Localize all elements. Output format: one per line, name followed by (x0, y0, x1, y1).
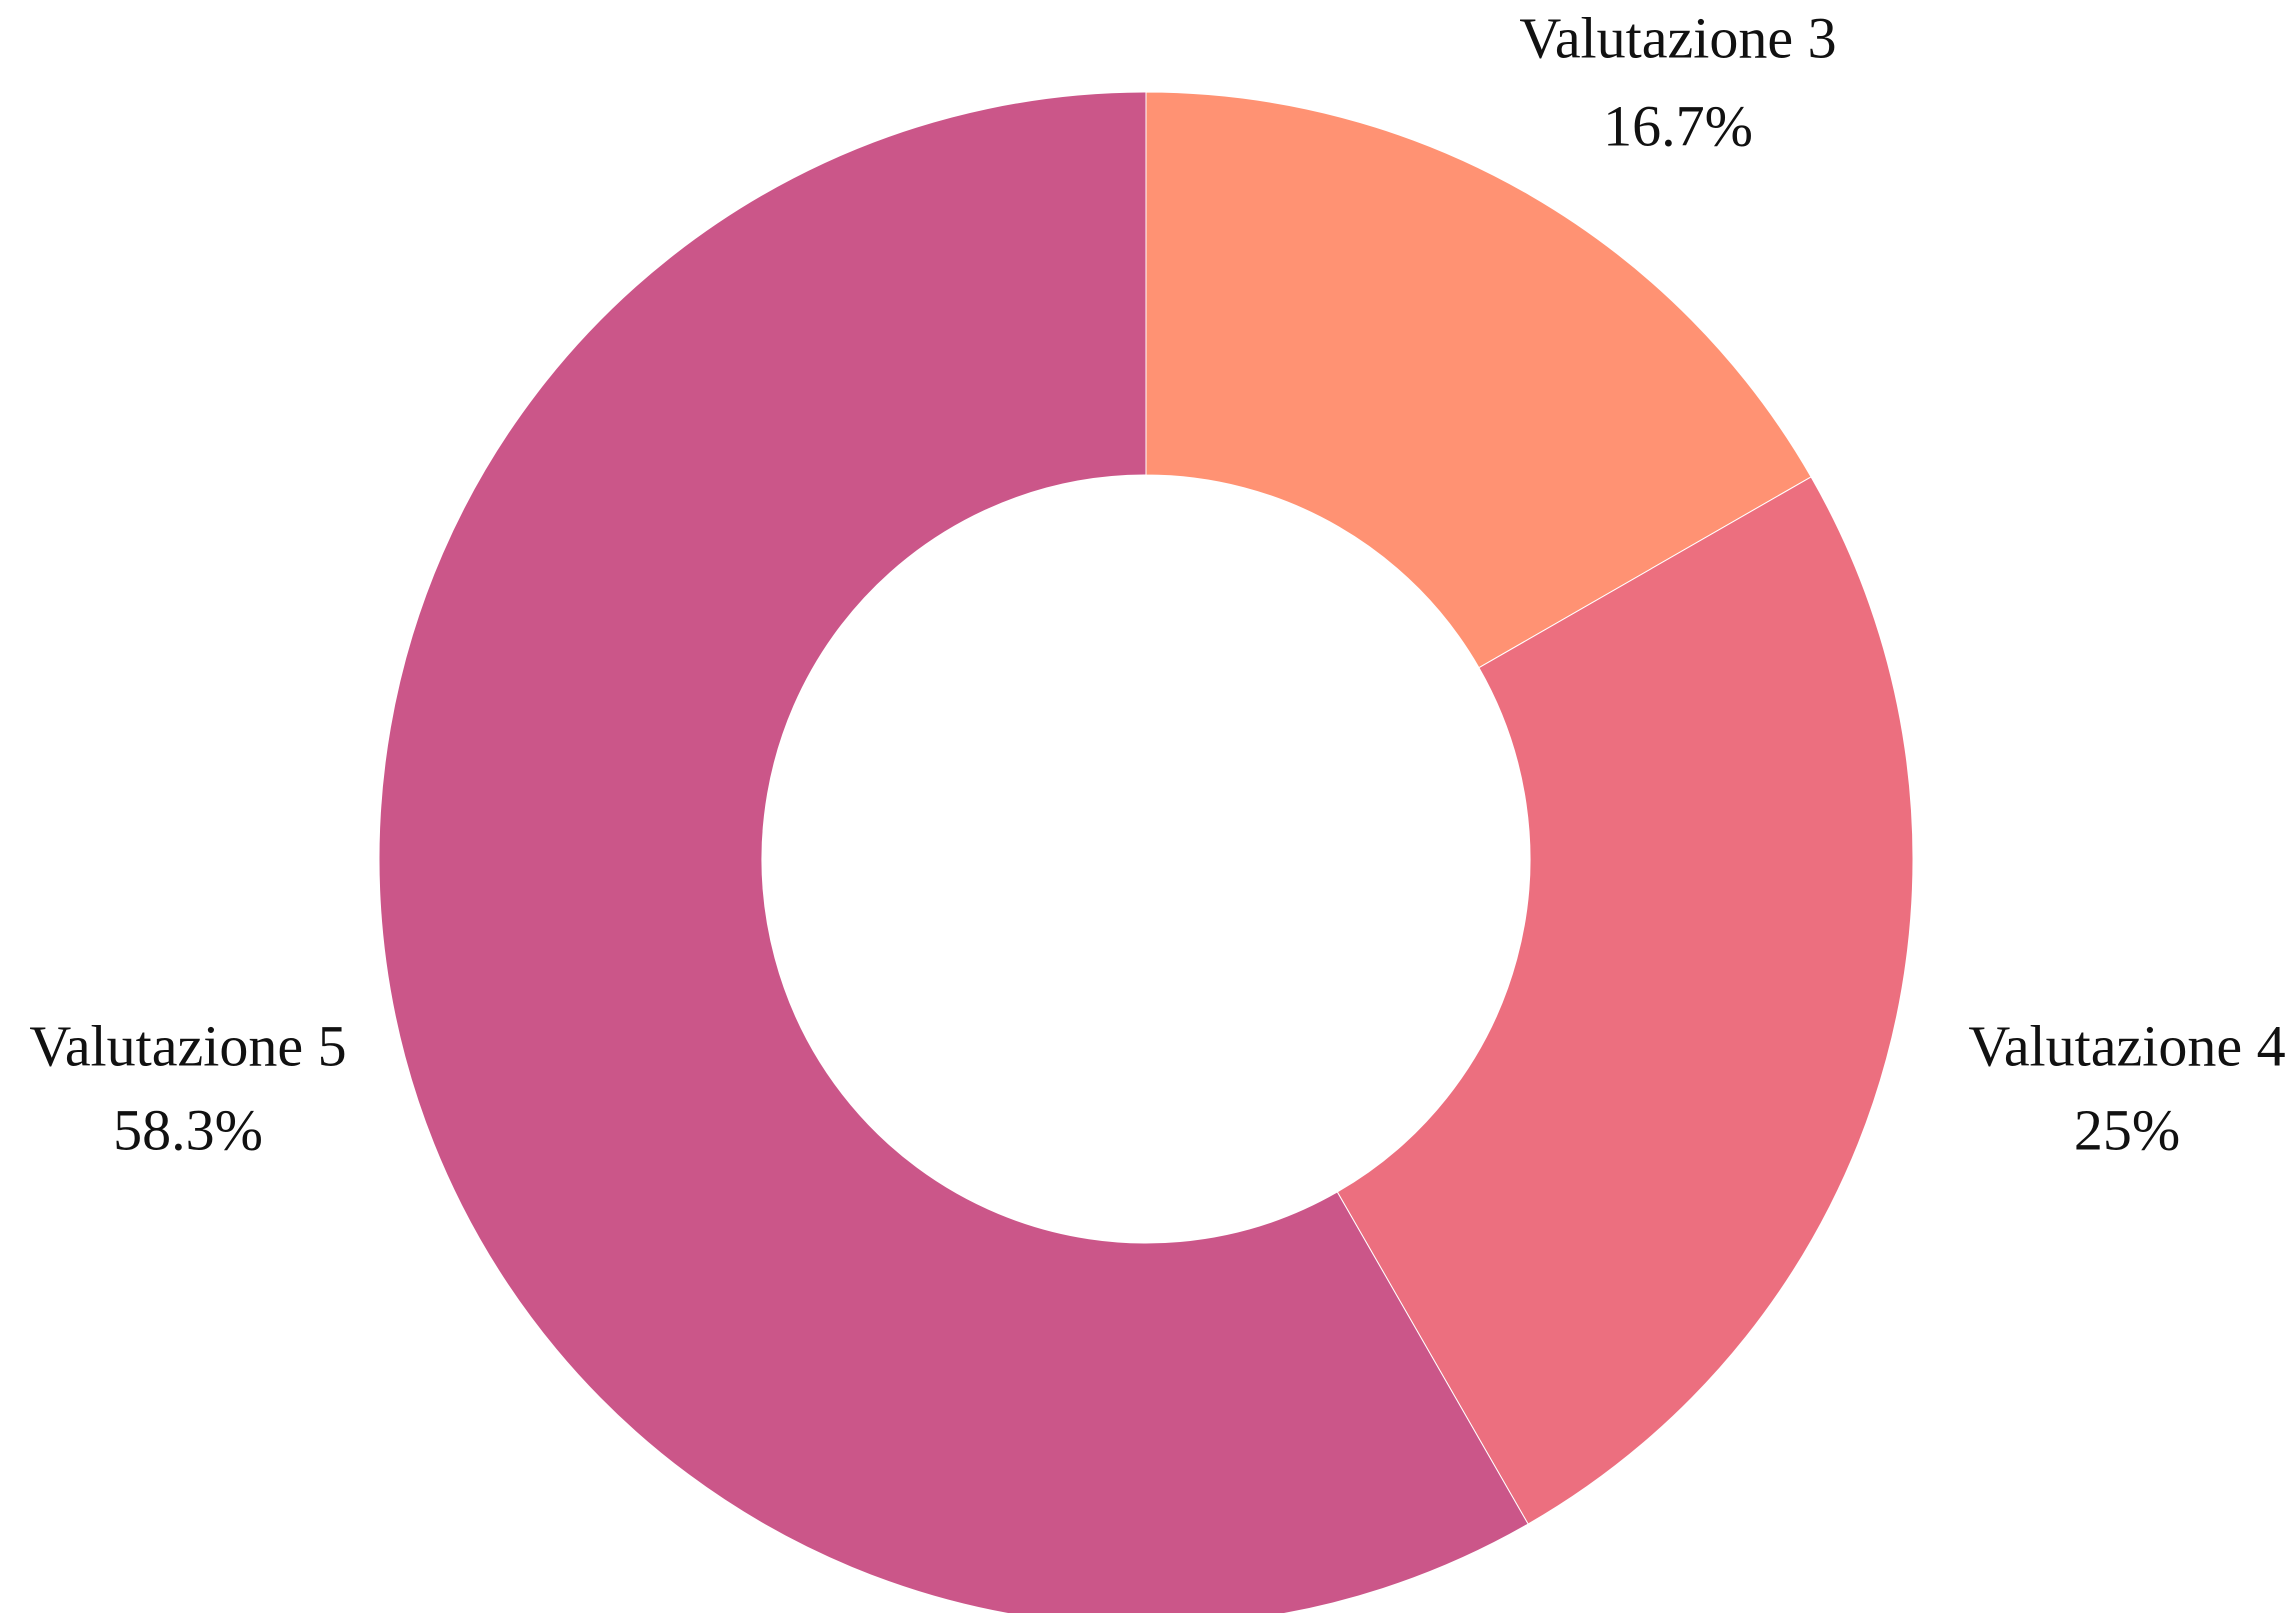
donut-slice (1145, 91, 1812, 669)
slice-value-label: 58.3% (113, 1097, 263, 1162)
slice-label: Valutazione 4 (1968, 1013, 2285, 1078)
slice-value-label: 16.7% (1603, 93, 1753, 158)
donut-slice (378, 91, 1529, 1613)
slice-value-label: 25% (2074, 1097, 2180, 1162)
donut-slice (1336, 476, 1914, 1525)
slice-label: Valutazione 3 (1519, 5, 1836, 70)
slice-label: Valutazione 5 (29, 1013, 346, 1078)
